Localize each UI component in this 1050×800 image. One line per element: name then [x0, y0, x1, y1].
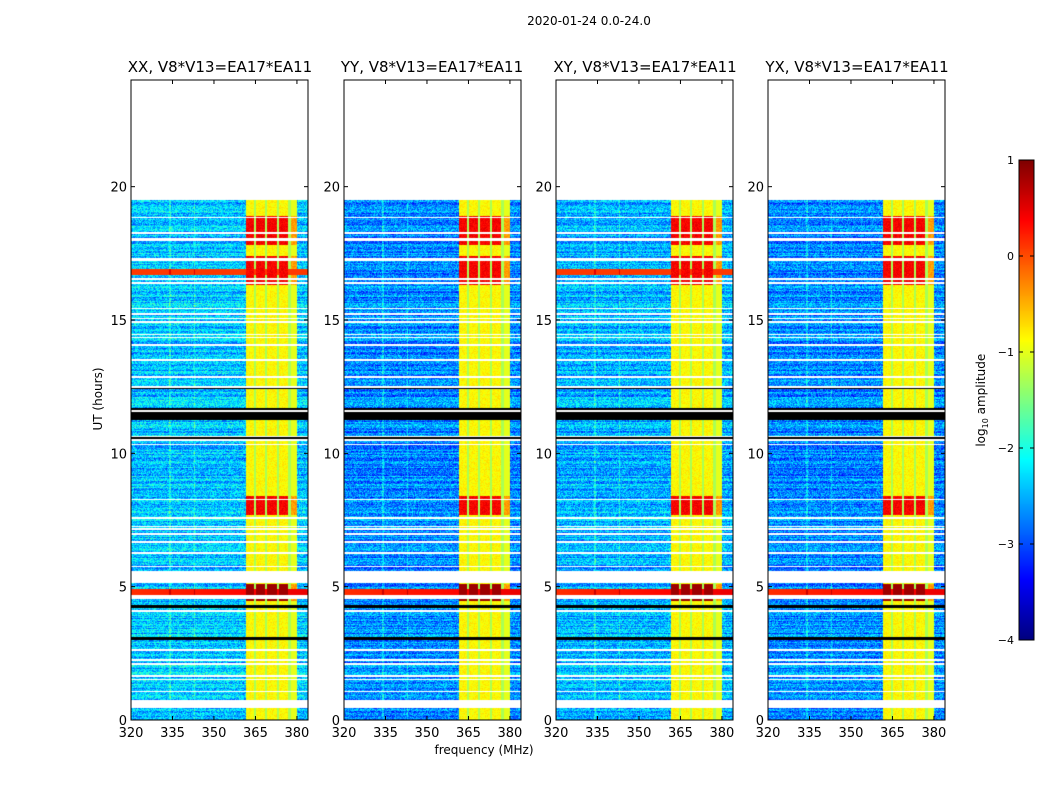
x-tick-label: 335	[373, 726, 398, 741]
x-tick-label: 380	[498, 726, 523, 741]
x-tick-label: 335	[585, 726, 610, 741]
x-tick-label: 350	[415, 726, 440, 741]
x-tick-label: 365	[668, 726, 693, 741]
x-tick-label: 350	[839, 726, 864, 741]
y-tick-label: 5	[119, 581, 127, 596]
x-tick-label: 365	[456, 726, 481, 741]
y-tick-label: 5	[544, 581, 552, 596]
x-tick-label: 365	[243, 726, 268, 741]
y-tick-label: 0	[332, 714, 340, 729]
heatmap-yy	[344, 80, 521, 720]
y-tick-label: 10	[535, 447, 552, 462]
y-tick-label: 20	[323, 181, 340, 196]
x-tick-label: 380	[922, 726, 947, 741]
panel-frame	[555, 79, 734, 721]
panel-title-xy: XY, V8*V13=EA17*EA11	[553, 58, 737, 76]
y-tick-label: 15	[747, 314, 764, 329]
y-tick-label: 0	[544, 714, 552, 729]
colorbar-tick-label: −3	[998, 538, 1014, 551]
y-tick-label: 0	[756, 714, 764, 729]
y-tick-label: 0	[119, 714, 127, 729]
y-tick-label: 5	[332, 581, 340, 596]
panel-frame	[130, 79, 309, 721]
y-tick-label: 20	[535, 181, 552, 196]
x-tick-label: 350	[627, 726, 652, 741]
panel-frame	[343, 79, 522, 721]
y-tick-label: 20	[747, 181, 764, 196]
colorbar-tick-label: 1	[1007, 154, 1014, 167]
panel-title-yx: YX, V8*V13=EA17*EA11	[765, 58, 949, 76]
x-tick-label: 320	[544, 726, 569, 741]
y-tick-label: 10	[747, 447, 764, 462]
panel-frame	[767, 79, 946, 721]
y-tick-label: 15	[110, 314, 127, 329]
y-tick-label: 10	[110, 447, 127, 462]
colorbar-tick-label: 0	[1007, 250, 1014, 263]
colorbar-tick-label: −1	[998, 346, 1014, 359]
colorbar-tick-label: −4	[998, 634, 1014, 647]
colorbar	[1019, 160, 1034, 640]
y-tick-label: 15	[535, 314, 552, 329]
x-tick-label: 320	[756, 726, 781, 741]
x-tick-label: 350	[202, 726, 227, 741]
x-tick-label: 365	[880, 726, 905, 741]
x-tick-label: 335	[160, 726, 185, 741]
heatmap-xx	[131, 80, 308, 720]
heatmap-xy	[556, 80, 733, 720]
colorbar-tick-label: −2	[998, 442, 1014, 455]
panel-title-yy: YY, V8*V13=EA17*EA11	[340, 58, 524, 76]
colorbar-frame	[1018, 159, 1035, 641]
y-tick-label: 10	[323, 447, 340, 462]
y-tick-label: 15	[323, 314, 340, 329]
x-tick-label: 380	[285, 726, 310, 741]
x-tick-label: 380	[710, 726, 735, 741]
y-tick-label: 5	[756, 581, 764, 596]
panel-title-xx: XX, V8*V13=EA17*EA11	[127, 58, 313, 76]
x-tick-label: 320	[119, 726, 144, 741]
x-axis-label: frequency (MHz)	[434, 743, 534, 757]
x-tick-label: 320	[332, 726, 357, 741]
colorbar-label: log10 amplitude	[973, 353, 991, 447]
y-axis-label: UT (hours)	[91, 367, 105, 431]
heatmap-yx	[768, 80, 945, 720]
figure-suptitle: 2020-01-24 0.0-24.0	[527, 14, 651, 28]
y-tick-label: 20	[110, 181, 127, 196]
x-tick-label: 335	[797, 726, 822, 741]
